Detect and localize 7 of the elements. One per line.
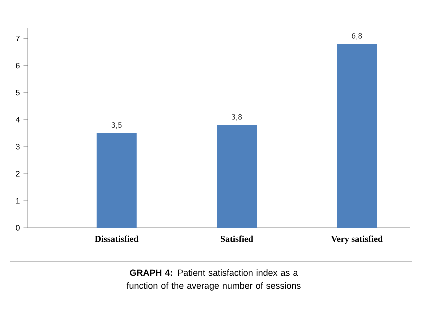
x-tick-label: Dissatisfied — [95, 236, 139, 242]
x-tick-label: Very satisfied — [331, 236, 383, 244]
bar — [337, 44, 378, 228]
text: GRAPH 4: Patient satisfaction index as a function of the average number of sessions — [126, 270, 301, 291]
bar — [217, 125, 258, 228]
x-tick-label: Satisfied — [221, 236, 254, 242]
bar — [96, 133, 137, 228]
